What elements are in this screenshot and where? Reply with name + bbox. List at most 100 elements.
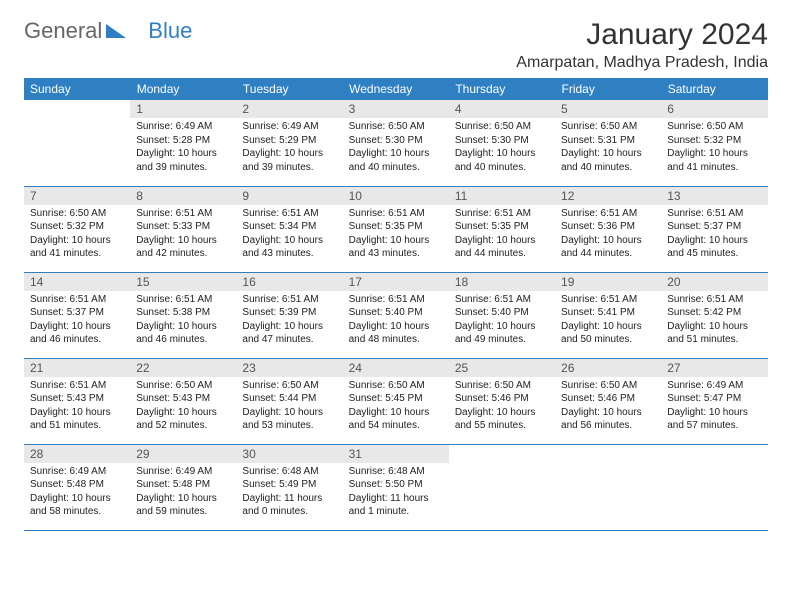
calendar-cell: 20Sunrise: 6:51 AMSunset: 5:42 PMDayligh… — [661, 272, 767, 358]
calendar-table: SundayMondayTuesdayWednesdayThursdayFrid… — [24, 78, 768, 531]
day-number: 3 — [343, 100, 449, 118]
calendar-cell: 27Sunrise: 6:49 AMSunset: 5:47 PMDayligh… — [661, 358, 767, 444]
day-body: Sunrise: 6:48 AMSunset: 5:50 PMDaylight:… — [343, 463, 449, 523]
calendar-cell: 17Sunrise: 6:51 AMSunset: 5:40 PMDayligh… — [343, 272, 449, 358]
calendar-cell: 21Sunrise: 6:51 AMSunset: 5:43 PMDayligh… — [24, 358, 130, 444]
calendar-cell: 9Sunrise: 6:51 AMSunset: 5:34 PMDaylight… — [236, 186, 342, 272]
weekday-header: Monday — [130, 78, 236, 100]
calendar-cell: 2Sunrise: 6:49 AMSunset: 5:29 PMDaylight… — [236, 100, 342, 186]
day-body: Sunrise: 6:51 AMSunset: 5:34 PMDaylight:… — [236, 205, 342, 265]
calendar-cell — [24, 100, 130, 186]
calendar-cell: 31Sunrise: 6:48 AMSunset: 5:50 PMDayligh… — [343, 444, 449, 530]
day-body: Sunrise: 6:51 AMSunset: 5:35 PMDaylight:… — [449, 205, 555, 265]
day-number: 23 — [236, 359, 342, 377]
day-body: Sunrise: 6:50 AMSunset: 5:43 PMDaylight:… — [130, 377, 236, 437]
logo-text-1: General — [24, 18, 102, 44]
day-number: 21 — [24, 359, 130, 377]
calendar-cell: 4Sunrise: 6:50 AMSunset: 5:30 PMDaylight… — [449, 100, 555, 186]
calendar-cell: 14Sunrise: 6:51 AMSunset: 5:37 PMDayligh… — [24, 272, 130, 358]
calendar-cell: 5Sunrise: 6:50 AMSunset: 5:31 PMDaylight… — [555, 100, 661, 186]
day-body: Sunrise: 6:49 AMSunset: 5:29 PMDaylight:… — [236, 118, 342, 178]
calendar-cell: 24Sunrise: 6:50 AMSunset: 5:45 PMDayligh… — [343, 358, 449, 444]
calendar-cell: 19Sunrise: 6:51 AMSunset: 5:41 PMDayligh… — [555, 272, 661, 358]
calendar-cell: 22Sunrise: 6:50 AMSunset: 5:43 PMDayligh… — [130, 358, 236, 444]
day-body: Sunrise: 6:51 AMSunset: 5:40 PMDaylight:… — [343, 291, 449, 351]
day-number: 24 — [343, 359, 449, 377]
day-body: Sunrise: 6:51 AMSunset: 5:37 PMDaylight:… — [24, 291, 130, 351]
day-number: 22 — [130, 359, 236, 377]
day-number: 4 — [449, 100, 555, 118]
calendar-cell: 11Sunrise: 6:51 AMSunset: 5:35 PMDayligh… — [449, 186, 555, 272]
day-body: Sunrise: 6:50 AMSunset: 5:31 PMDaylight:… — [555, 118, 661, 178]
calendar-cell: 23Sunrise: 6:50 AMSunset: 5:44 PMDayligh… — [236, 358, 342, 444]
weekday-header: Friday — [555, 78, 661, 100]
day-body: Sunrise: 6:49 AMSunset: 5:47 PMDaylight:… — [661, 377, 767, 437]
day-body: Sunrise: 6:50 AMSunset: 5:32 PMDaylight:… — [661, 118, 767, 178]
day-number: 12 — [555, 187, 661, 205]
day-body: Sunrise: 6:51 AMSunset: 5:40 PMDaylight:… — [449, 291, 555, 351]
calendar-cell — [449, 444, 555, 530]
day-number: 28 — [24, 445, 130, 463]
day-number: 27 — [661, 359, 767, 377]
calendar-row: 1Sunrise: 6:49 AMSunset: 5:28 PMDaylight… — [24, 100, 768, 186]
day-number: 11 — [449, 187, 555, 205]
day-number: 29 — [130, 445, 236, 463]
calendar-cell: 8Sunrise: 6:51 AMSunset: 5:33 PMDaylight… — [130, 186, 236, 272]
calendar-cell: 26Sunrise: 6:50 AMSunset: 5:46 PMDayligh… — [555, 358, 661, 444]
day-body: Sunrise: 6:49 AMSunset: 5:28 PMDaylight:… — [130, 118, 236, 178]
day-number: 1 — [130, 100, 236, 118]
calendar-cell: 13Sunrise: 6:51 AMSunset: 5:37 PMDayligh… — [661, 186, 767, 272]
day-number: 17 — [343, 273, 449, 291]
calendar-row: 28Sunrise: 6:49 AMSunset: 5:48 PMDayligh… — [24, 444, 768, 530]
day-body: Sunrise: 6:51 AMSunset: 5:42 PMDaylight:… — [661, 291, 767, 351]
day-number: 2 — [236, 100, 342, 118]
calendar-cell: 3Sunrise: 6:50 AMSunset: 5:30 PMDaylight… — [343, 100, 449, 186]
calendar-cell: 30Sunrise: 6:48 AMSunset: 5:49 PMDayligh… — [236, 444, 342, 530]
day-body: Sunrise: 6:50 AMSunset: 5:45 PMDaylight:… — [343, 377, 449, 437]
day-body: Sunrise: 6:50 AMSunset: 5:44 PMDaylight:… — [236, 377, 342, 437]
weekday-header: Saturday — [661, 78, 767, 100]
calendar-cell: 10Sunrise: 6:51 AMSunset: 5:35 PMDayligh… — [343, 186, 449, 272]
weekday-header: Tuesday — [236, 78, 342, 100]
day-number: 13 — [661, 187, 767, 205]
day-body: Sunrise: 6:48 AMSunset: 5:49 PMDaylight:… — [236, 463, 342, 523]
day-number: 6 — [661, 100, 767, 118]
day-body: Sunrise: 6:51 AMSunset: 5:36 PMDaylight:… — [555, 205, 661, 265]
day-body: Sunrise: 6:50 AMSunset: 5:30 PMDaylight:… — [343, 118, 449, 178]
logo-triangle-icon — [106, 18, 126, 44]
calendar-cell: 29Sunrise: 6:49 AMSunset: 5:48 PMDayligh… — [130, 444, 236, 530]
calendar-cell: 1Sunrise: 6:49 AMSunset: 5:28 PMDaylight… — [130, 100, 236, 186]
day-body: Sunrise: 6:50 AMSunset: 5:46 PMDaylight:… — [555, 377, 661, 437]
day-body: Sunrise: 6:51 AMSunset: 5:39 PMDaylight:… — [236, 291, 342, 351]
day-body: Sunrise: 6:51 AMSunset: 5:38 PMDaylight:… — [130, 291, 236, 351]
weekday-header: Thursday — [449, 78, 555, 100]
logo: General Blue — [24, 18, 192, 44]
calendar-cell — [661, 444, 767, 530]
day-number: 8 — [130, 187, 236, 205]
day-number: 20 — [661, 273, 767, 291]
day-number: 10 — [343, 187, 449, 205]
day-body: Sunrise: 6:50 AMSunset: 5:32 PMDaylight:… — [24, 205, 130, 265]
calendar-cell — [555, 444, 661, 530]
day-number: 9 — [236, 187, 342, 205]
day-body: Sunrise: 6:50 AMSunset: 5:46 PMDaylight:… — [449, 377, 555, 437]
day-number: 26 — [555, 359, 661, 377]
calendar-head: SundayMondayTuesdayWednesdayThursdayFrid… — [24, 78, 768, 100]
day-number: 15 — [130, 273, 236, 291]
day-number: 18 — [449, 273, 555, 291]
day-number: 19 — [555, 273, 661, 291]
logo-text-2: Blue — [148, 18, 192, 44]
day-body: Sunrise: 6:51 AMSunset: 5:35 PMDaylight:… — [343, 205, 449, 265]
page-title: January 2024 — [516, 18, 768, 52]
title-block: January 2024 Amarpatan, Madhya Pradesh, … — [516, 18, 768, 72]
day-number: 25 — [449, 359, 555, 377]
calendar-cell: 16Sunrise: 6:51 AMSunset: 5:39 PMDayligh… — [236, 272, 342, 358]
calendar-row: 7Sunrise: 6:50 AMSunset: 5:32 PMDaylight… — [24, 186, 768, 272]
calendar-cell: 25Sunrise: 6:50 AMSunset: 5:46 PMDayligh… — [449, 358, 555, 444]
day-body: Sunrise: 6:51 AMSunset: 5:41 PMDaylight:… — [555, 291, 661, 351]
calendar-cell: 18Sunrise: 6:51 AMSunset: 5:40 PMDayligh… — [449, 272, 555, 358]
header: General Blue January 2024 Amarpatan, Mad… — [24, 18, 768, 72]
day-number: 14 — [24, 273, 130, 291]
calendar-cell: 28Sunrise: 6:49 AMSunset: 5:48 PMDayligh… — [24, 444, 130, 530]
day-body: Sunrise: 6:51 AMSunset: 5:43 PMDaylight:… — [24, 377, 130, 437]
